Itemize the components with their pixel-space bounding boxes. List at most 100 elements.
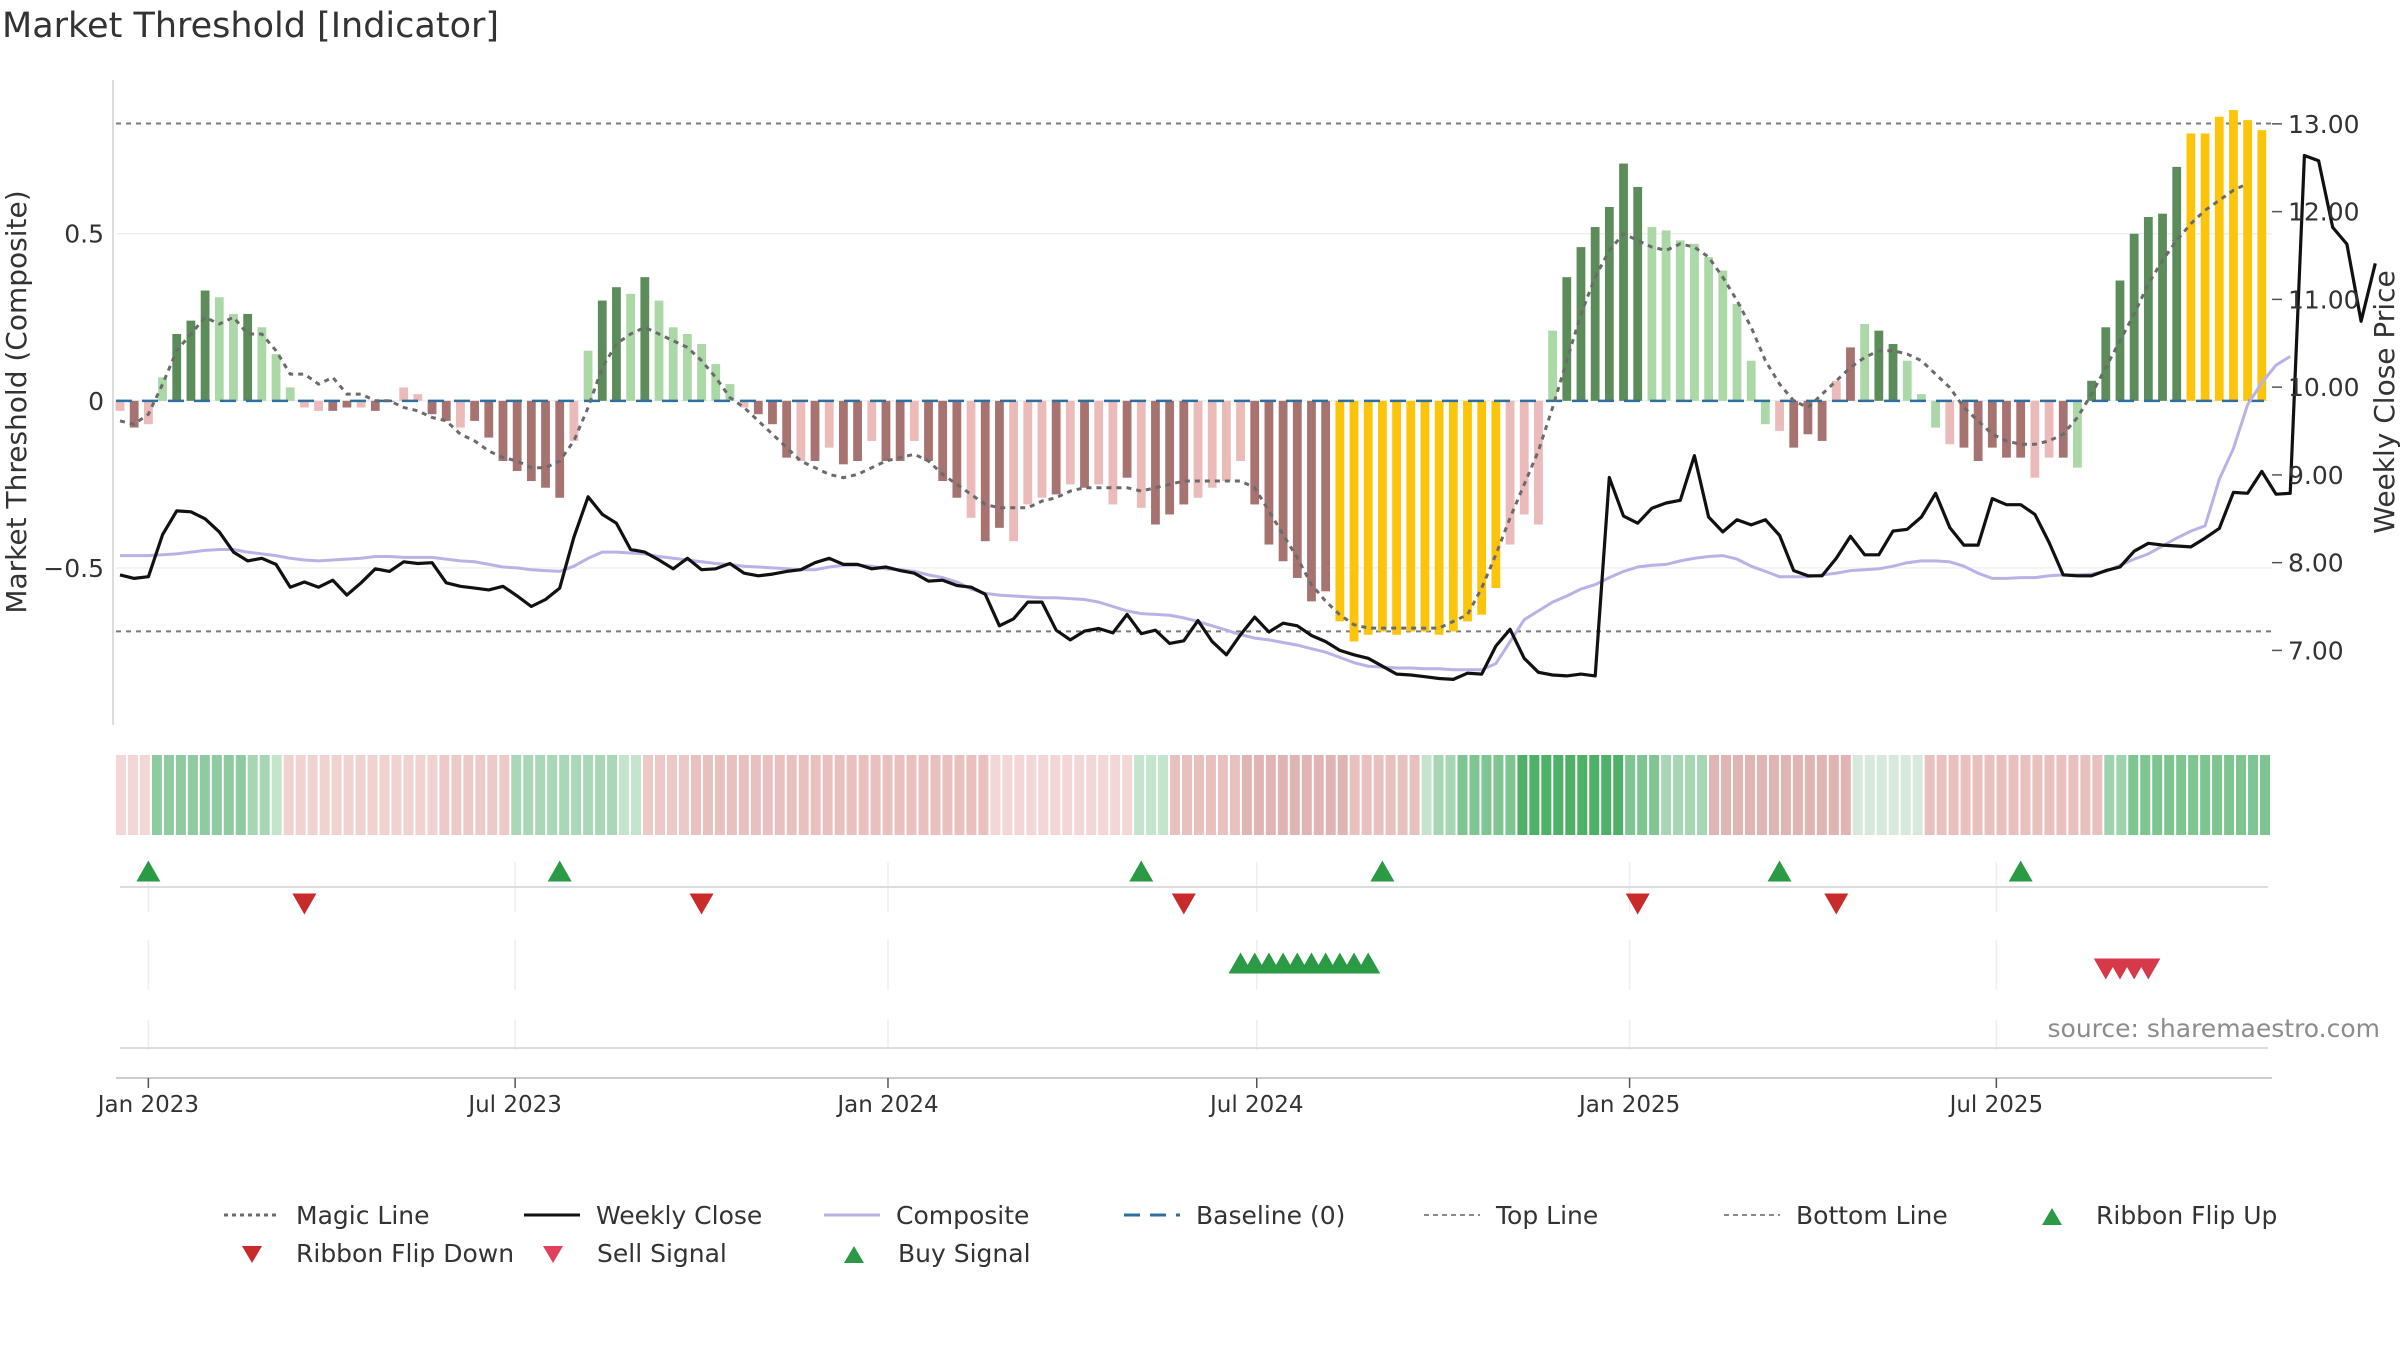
- ribbon-cell: [1122, 755, 1133, 835]
- composite-bar: [229, 313, 238, 401]
- ribbon-cell: [786, 755, 797, 835]
- ribbon-cell: [1828, 755, 1839, 835]
- ribbon: [116, 755, 2270, 835]
- composite-bar: [158, 377, 167, 401]
- legend-swatch: [1724, 1214, 1780, 1216]
- composite-bar: [470, 400, 480, 421]
- ribbon-cell: [1050, 755, 1061, 835]
- composite-bar: [214, 297, 224, 401]
- composite-bar: [257, 327, 267, 401]
- composite-bar: [1136, 400, 1146, 508]
- ribbon-flip-up-marker: [547, 860, 572, 882]
- y-tick-label: −0.5: [43, 554, 104, 583]
- ribbon-cell: [2080, 755, 2091, 835]
- ribbon-cell: [990, 755, 1001, 835]
- legend-item: Top Line: [1420, 1200, 1720, 1230]
- ribbon-cell: [2236, 755, 2247, 835]
- ribbon-cell: [894, 755, 905, 835]
- composite-bar: [2172, 166, 2182, 401]
- composite-bar: [980, 400, 990, 542]
- magic-line: [119, 182, 2249, 630]
- ribbon-cell: [2248, 755, 2259, 835]
- y2-tick-label: 10.00: [2288, 373, 2360, 402]
- ribbon-cell: [1325, 755, 1336, 835]
- ribbon-cell: [2152, 755, 2163, 835]
- ribbon-cell: [1541, 755, 1552, 835]
- ribbon-cell: [2104, 755, 2115, 835]
- weekly-close-line: [119, 153, 2377, 682]
- ribbon-cell: [1924, 755, 1935, 835]
- y2-tick-label: 11.00: [2288, 285, 2360, 314]
- composite-bar: [200, 290, 210, 401]
- composite-bar: [1548, 330, 1558, 401]
- composite-bar: [498, 400, 508, 461]
- sell-signal-marker: [2136, 958, 2161, 980]
- ribbon-cell: [2056, 755, 2067, 835]
- composite-bar: [1661, 230, 1671, 401]
- composite-bar: [1307, 400, 1316, 602]
- y2-tick-label: 9.00: [2288, 461, 2344, 490]
- ribbon-cell: [343, 755, 354, 835]
- ribbon-cell: [403, 755, 414, 835]
- ribbon-cell: [1888, 755, 1899, 835]
- ribbon-cell: [643, 755, 653, 835]
- ribbon-flip-up-marker: [2008, 860, 2033, 882]
- legend-label: Sell Signal: [597, 1238, 727, 1268]
- ribbon-cell: [978, 755, 989, 835]
- composite-bar: [172, 333, 182, 401]
- ribbon-cell: [2212, 755, 2223, 835]
- ribbon-cell: [511, 755, 522, 835]
- ribbon-cell: [1301, 755, 1312, 835]
- ribbon-cell: [355, 755, 366, 835]
- ribbon-cell: [702, 755, 713, 835]
- ribbon-cell: [1074, 755, 1085, 835]
- composite-bar: [1278, 400, 1288, 562]
- composite-bar: [1250, 400, 1260, 505]
- ribbon-cell: [930, 755, 941, 835]
- ribbon-flip-down-marker: [689, 893, 714, 915]
- ribbon-cell: [2116, 755, 2127, 835]
- composite-bar: [456, 400, 465, 428]
- composite-bar: [2257, 130, 2267, 401]
- ribbon-cell: [1062, 755, 1073, 835]
- composite-bar: [526, 400, 536, 482]
- ribbon-cell: [1337, 755, 1348, 835]
- composite-bar: [995, 400, 1004, 528]
- ribbon-cell: [1086, 755, 1097, 835]
- ribbon-cell: [1565, 755, 1576, 835]
- composite-bar: [2002, 400, 2011, 458]
- ribbon-cell: [619, 755, 630, 835]
- legend-marker: [543, 1246, 563, 1263]
- ribbon-cell: [1170, 755, 1181, 835]
- composite-bar: [1604, 206, 1614, 401]
- legend-swatch: [2042, 1208, 2062, 1225]
- x-tick-label: Jul 2024: [1208, 1092, 1304, 1118]
- composite-bar: [1732, 303, 1742, 401]
- ribbon-cell: [918, 755, 929, 835]
- ribbon-cell: [1721, 755, 1731, 835]
- ribbon-cell: [211, 755, 222, 835]
- composite-bar: [725, 384, 735, 401]
- signal-panels: [120, 860, 2268, 1050]
- ribbon-cell: [1158, 755, 1169, 835]
- composite-bar: [243, 313, 253, 401]
- threshold-lines: [116, 122, 2272, 633]
- composite-bar: [853, 400, 862, 461]
- composite-bar: [271, 354, 281, 401]
- composite-bar: [1619, 163, 1628, 401]
- ribbon-cell: [163, 755, 174, 835]
- composite-bar: [1973, 400, 1983, 461]
- ribbon-cell: [1900, 755, 1911, 835]
- ribbon-cell: [559, 755, 570, 835]
- legend-swatch: [824, 1213, 880, 1217]
- composite-bar: [1704, 257, 1714, 401]
- composite-bar: [427, 400, 437, 415]
- ribbon-cell: [1134, 755, 1145, 835]
- ribbon-cell: [2224, 755, 2235, 835]
- composite-bar: [654, 300, 664, 401]
- ribbon-cell: [1697, 755, 1708, 835]
- composite-bar: [1065, 400, 1075, 485]
- legend-swatch: [844, 1246, 864, 1263]
- composite-bar: [838, 400, 848, 465]
